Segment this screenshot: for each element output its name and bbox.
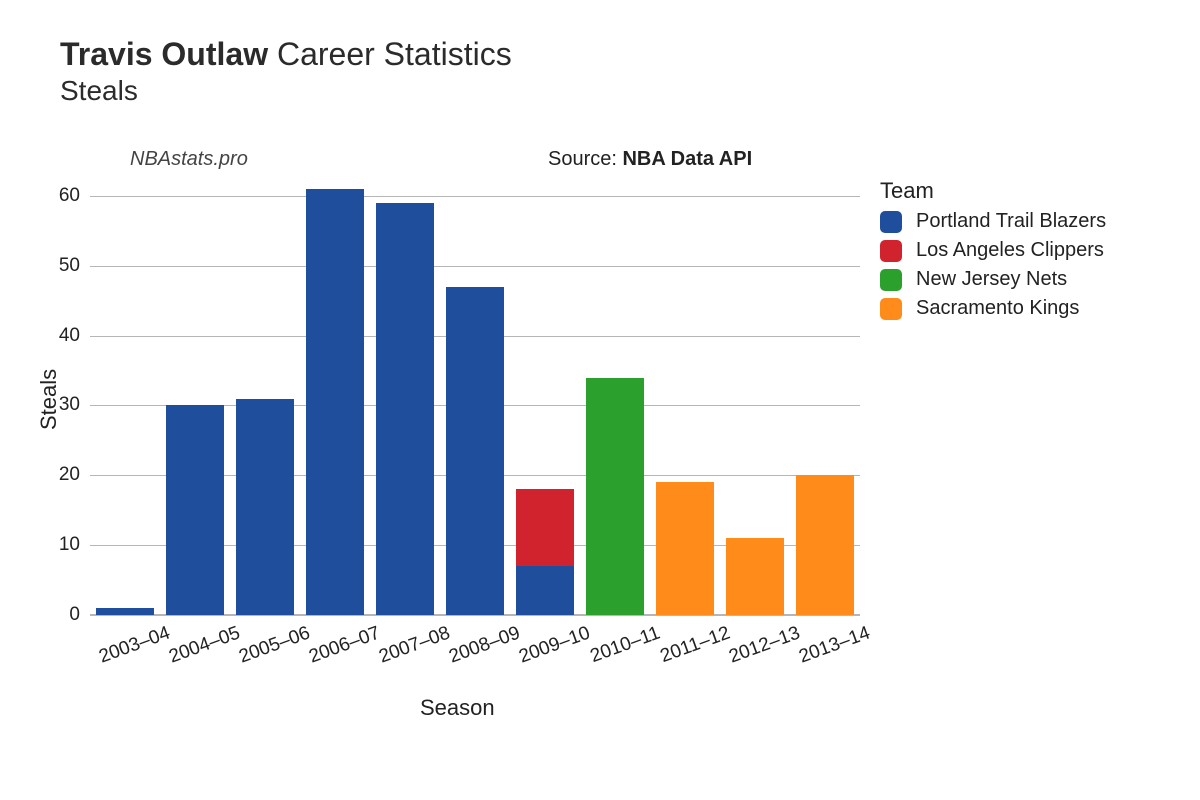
ytick-label: 50 (59, 255, 90, 277)
legend-label: Los Angeles Clippers (916, 239, 1104, 262)
legend-swatch (880, 298, 902, 320)
legend-item-portland: Portland Trail Blazers (880, 210, 1106, 233)
bar-portland (306, 189, 363, 615)
source-name: NBA Data API (622, 148, 752, 170)
x-axis-label: Season (420, 695, 495, 721)
bar-kings (726, 538, 783, 615)
title-player-name: Travis Outlaw (60, 36, 268, 72)
legend: Team Portland Trail Blazers Los Angeles C… (880, 178, 1106, 326)
legend-item-kings: Sacramento Kings (880, 297, 1106, 320)
legend-swatch (880, 269, 902, 291)
ytick-label: 10 (59, 534, 90, 556)
bar-portland (376, 203, 433, 615)
ytick-label: 20 (59, 464, 90, 486)
ytick-label: 0 (69, 604, 90, 626)
bar-portland (516, 566, 573, 615)
plot-area: 01020304050602003–042004–052005–062006–0… (90, 175, 860, 615)
chart-title-block: Travis Outlaw Career Statistics Steals (60, 36, 512, 107)
chart-title: Travis Outlaw Career Statistics (60, 36, 512, 73)
legend-label: Sacramento Kings (916, 297, 1079, 320)
legend-item-nets: New Jersey Nets (880, 268, 1106, 291)
legend-item-clippers: Los Angeles Clippers (880, 239, 1106, 262)
ytick-label: 60 (59, 185, 90, 207)
legend-label: Portland Trail Blazers (916, 210, 1106, 233)
source-text: Source: NBA Data API (548, 148, 752, 171)
gridline (90, 266, 860, 267)
gridline (90, 615, 860, 616)
watermark-text: NBAstats.pro (130, 148, 248, 171)
title-suffix: Career Statistics (268, 36, 512, 72)
chart-subtitle: Steals (60, 75, 512, 107)
bar-portland (166, 405, 223, 615)
ytick-label: 30 (59, 394, 90, 416)
legend-label: New Jersey Nets (916, 268, 1067, 291)
source-prefix: Source: (548, 148, 622, 170)
gridline (90, 196, 860, 197)
bar-portland (236, 399, 293, 616)
legend-swatch (880, 211, 902, 233)
ytick-label: 40 (59, 325, 90, 347)
bar-kings (796, 475, 853, 615)
bar-kings (656, 482, 713, 615)
legend-swatch (880, 240, 902, 262)
legend-title: Team (880, 178, 1106, 204)
bar-portland (446, 287, 503, 615)
bar-portland (96, 608, 153, 615)
chart-root: Travis Outlaw Career Statistics Steals N… (0, 0, 1200, 800)
bar-clippers (516, 489, 573, 566)
bar-nets (586, 378, 643, 615)
